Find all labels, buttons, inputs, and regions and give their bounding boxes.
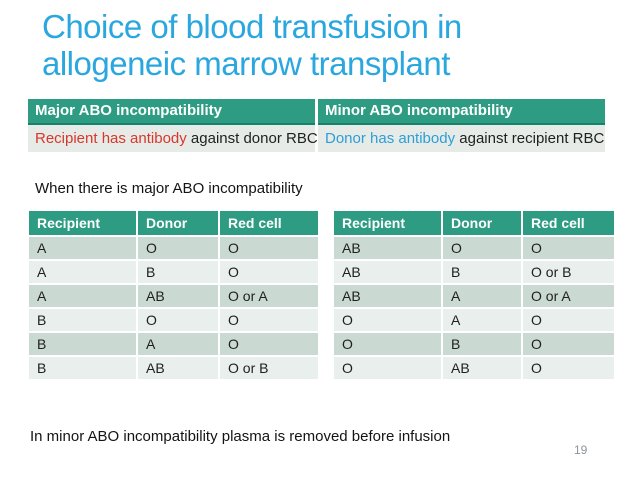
cell-recipient: B	[29, 357, 136, 379]
minor-incompatibility-table: Recipient Donor Red cell AB O O AB B O o…	[332, 209, 616, 381]
minor-incompatibility-note: In minor ABO incompatibility plasma is r…	[30, 428, 451, 445]
major-incompatibility-note: When there is major ABO incompatibility	[35, 180, 303, 197]
cell-donor: AB	[138, 285, 218, 307]
cell-red-cell: O	[220, 237, 318, 259]
cell-red-cell: O or A	[220, 285, 318, 307]
cell-donor: B	[443, 333, 521, 355]
cell-red-cell: O or B	[523, 261, 614, 283]
column-header-donor: Donor	[138, 211, 218, 235]
cell-donor: AB	[138, 357, 218, 379]
cell-donor: O	[138, 309, 218, 331]
cell-recipient: A	[29, 261, 136, 283]
table-header-row: Recipient Donor Red cell	[29, 211, 318, 235]
cell-red-cell: O or B	[220, 357, 318, 379]
cell-red-cell: O	[523, 333, 614, 355]
major-abo-highlight: Recipient has antibody	[35, 130, 187, 147]
table-row: B A O	[29, 333, 318, 355]
minor-abo-description: Donor has antibody against recipient RBC	[318, 125, 605, 152]
table-row: O B O	[334, 333, 614, 355]
table-row: AB B O or B	[334, 261, 614, 283]
major-abo-header: Major ABO incompatibility	[28, 99, 315, 125]
table-row: A AB O or A	[29, 285, 318, 307]
cell-red-cell: O	[220, 261, 318, 283]
minor-abo-highlight: Donor has antibody	[325, 130, 456, 147]
table-row: B AB O or B	[29, 357, 318, 379]
table-row: A B O	[29, 261, 318, 283]
table-header-row: Recipient Donor Red cell	[334, 211, 614, 235]
cell-donor: O	[443, 237, 521, 259]
cell-donor: A	[443, 285, 521, 307]
abo-incompatibility-table: Major ABO incompatibility Recipient has …	[28, 99, 605, 152]
table-row: B O O	[29, 309, 318, 331]
cell-red-cell: O	[220, 309, 318, 331]
cell-donor: O	[138, 237, 218, 259]
minor-abo-column: Minor ABO incompatibility Donor has anti…	[318, 99, 605, 152]
cell-recipient: AB	[334, 285, 441, 307]
column-header-red-cell: Red cell	[220, 211, 318, 235]
table-row: O AB O	[334, 357, 614, 379]
cell-recipient: A	[29, 237, 136, 259]
cell-recipient: O	[334, 333, 441, 355]
major-abo-column: Major ABO incompatibility Recipient has …	[28, 99, 318, 152]
major-incompatibility-table: Recipient Donor Red cell A O O A B O A A…	[27, 209, 320, 381]
major-abo-rest: against donor RBC	[186, 130, 318, 147]
table-row: A O O	[29, 237, 318, 259]
cell-red-cell: O	[523, 237, 614, 259]
cell-recipient: O	[334, 357, 441, 379]
title-line-1: Choice of blood transfusion in	[42, 8, 462, 45]
column-header-recipient: Recipient	[29, 211, 136, 235]
cell-donor: A	[443, 309, 521, 331]
cell-red-cell: O	[220, 333, 318, 355]
table-row: AB O O	[334, 237, 614, 259]
cell-red-cell: O	[523, 309, 614, 331]
table-row: O A O	[334, 309, 614, 331]
cell-recipient: O	[334, 309, 441, 331]
column-header-red-cell: Red cell	[523, 211, 614, 235]
cell-donor: B	[138, 261, 218, 283]
cell-donor: AB	[443, 357, 521, 379]
cell-red-cell: O	[523, 357, 614, 379]
table-row: AB A O or A	[334, 285, 614, 307]
cell-red-cell: O or A	[523, 285, 614, 307]
cell-recipient: B	[29, 309, 136, 331]
cell-donor: B	[443, 261, 521, 283]
cell-recipient: AB	[334, 261, 441, 283]
cell-donor: A	[138, 333, 218, 355]
major-abo-description: Recipient has antibody against donor RBC	[28, 125, 318, 152]
column-header-donor: Donor	[443, 211, 521, 235]
column-header-recipient: Recipient	[334, 211, 441, 235]
cell-recipient: AB	[334, 237, 441, 259]
cell-recipient: A	[29, 285, 136, 307]
minor-abo-header: Minor ABO incompatibility	[318, 99, 605, 125]
title-line-2: allogeneic marrow transplant	[42, 45, 450, 82]
page-title: Choice of blood transfusion in allogenei…	[42, 8, 462, 82]
minor-abo-rest: against recipient RBC	[455, 130, 605, 147]
cell-recipient: B	[29, 333, 136, 355]
page-number: 19	[574, 443, 588, 457]
